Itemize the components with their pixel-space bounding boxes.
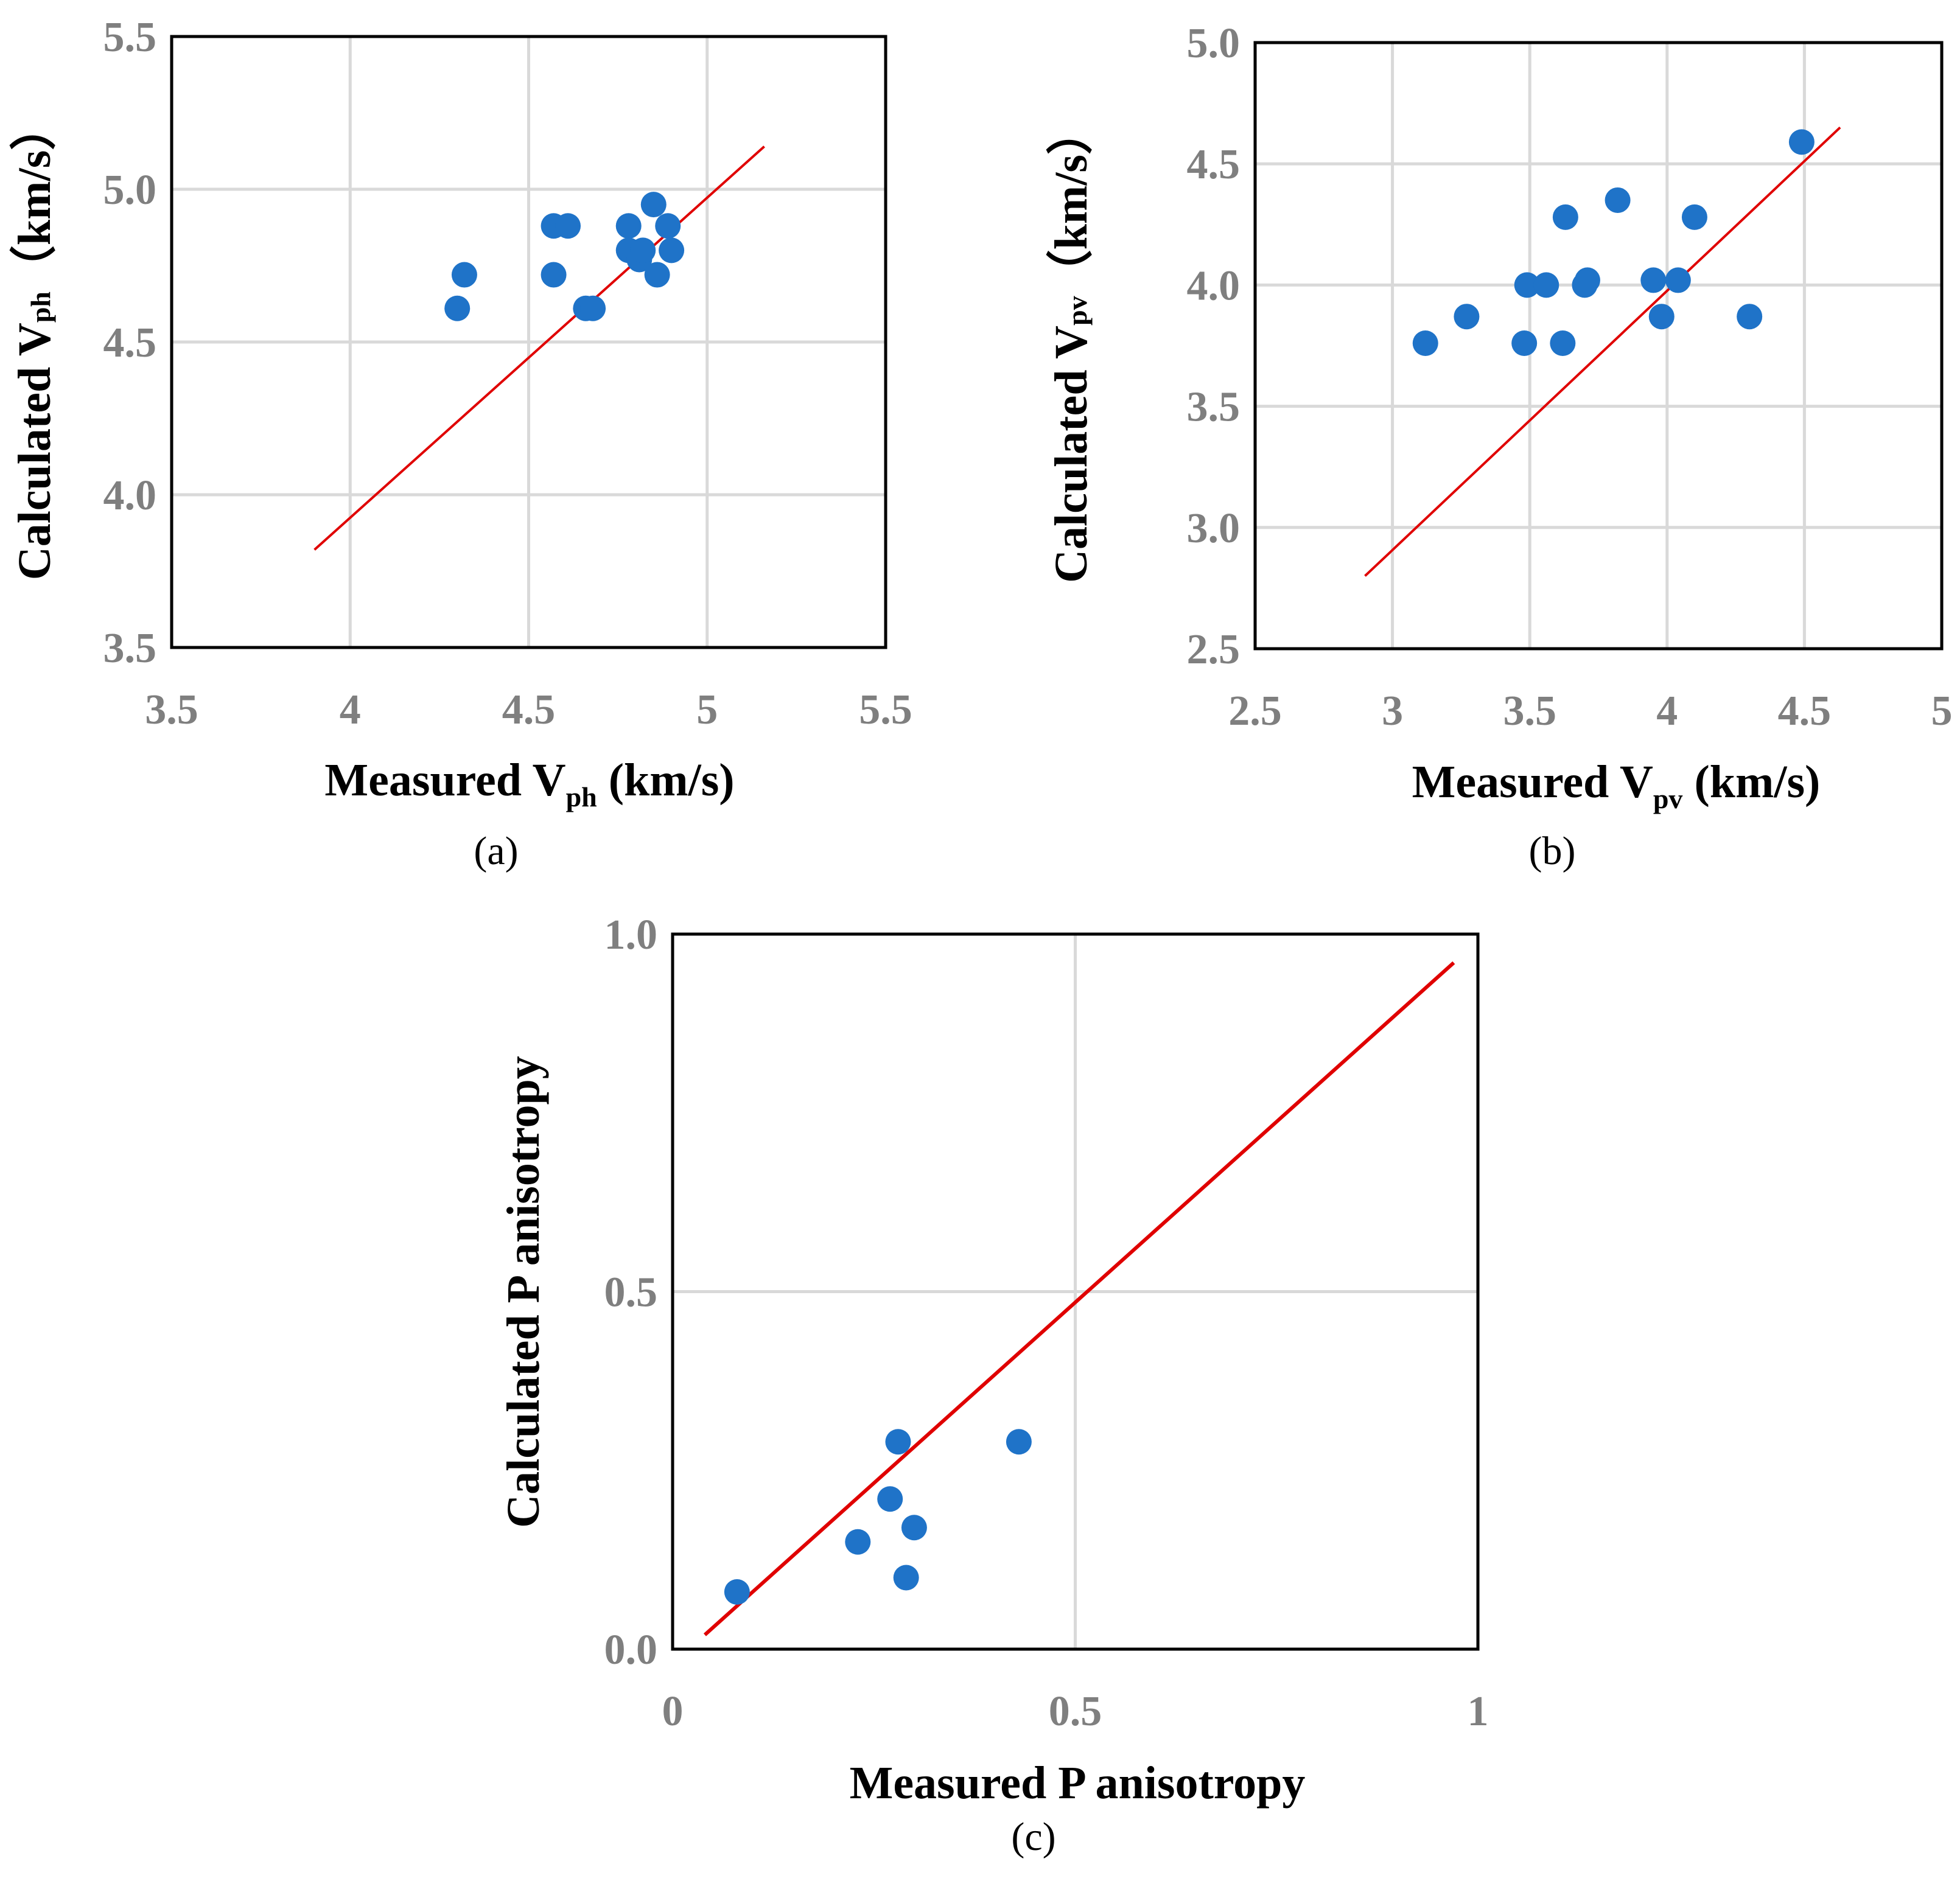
y-axis-label-subscript: pv: [1062, 296, 1093, 326]
x-tick-label: 3.5: [1503, 688, 1556, 735]
data-point: [1574, 267, 1600, 293]
x-axis-label-main: Measured V: [1412, 756, 1653, 808]
x-tick-label: 3: [1382, 688, 1403, 735]
y-axis-label: Calculated P anisotropy: [498, 1056, 549, 1528]
y-axis-label-units: （km/s）: [1046, 108, 1097, 296]
data-point: [845, 1529, 871, 1555]
y-tick-label: 5.5: [103, 14, 157, 61]
data-point: [901, 1515, 927, 1541]
panel-label: (c): [1011, 1815, 1055, 1859]
x-tick-label: 4.5: [502, 686, 556, 733]
y-axis-label-main: Calculated V: [1046, 326, 1097, 583]
data-point: [644, 262, 670, 288]
data-point: [1550, 330, 1576, 357]
x-tick-label: 4: [1656, 688, 1678, 735]
data-point: [724, 1579, 750, 1605]
x-axis-label: Measured Vpv (km/s): [1412, 756, 1821, 814]
y-axis-label: Calculated Vpv（km/s）: [1046, 108, 1097, 583]
data-point: [1454, 304, 1480, 330]
data-point: [444, 295, 471, 321]
x-tick-label: 4: [340, 686, 361, 733]
y-tick-label: 4.5: [103, 319, 157, 366]
data-point: [1412, 330, 1438, 357]
data-point: [1640, 267, 1667, 293]
x-axis-label-main: Measured P anisotropy: [850, 1757, 1306, 1809]
data-point: [877, 1486, 903, 1512]
x-tick-label: 3.5: [145, 686, 198, 733]
x-tick-label: 4.5: [1778, 688, 1832, 735]
y-tick-label: 4.0: [103, 472, 157, 519]
data-point: [1006, 1429, 1032, 1455]
x-tick-label: 2.5: [1228, 688, 1282, 735]
y-axis-label-units: （km/s）: [9, 104, 60, 291]
data-point: [1648, 304, 1675, 330]
y-tick-label: 4.0: [1187, 262, 1241, 309]
reference-line: [1364, 126, 1841, 577]
reference-line: [313, 145, 765, 551]
data-point: [1533, 272, 1559, 298]
x-axis-label-subscript: pv: [1653, 783, 1683, 814]
y-tick-label: 4.5: [1187, 141, 1241, 188]
y-tick-label: 5.0: [1187, 20, 1241, 67]
x-axis-label-main: Measured V: [324, 755, 565, 806]
chart-b: 2.5 3 3.5 4 4.5 5 2.5 3.0 3.5 4.0 4.5 5.0 Measured V…: [1046, 20, 1953, 873]
data-point: [451, 262, 477, 288]
data-point: [1511, 330, 1538, 357]
data-point: [630, 237, 656, 263]
y-tick-label: 3.5: [1187, 384, 1241, 431]
chart-c: 0 0.5 1 0.0 0.5 1.0 Measured P anisotropy Calcu…: [498, 912, 1489, 1859]
x-axis-label-subscript: ph: [566, 781, 597, 812]
y-tick-label: 3.0: [1187, 505, 1241, 552]
y-tick-label: 2.5: [1187, 626, 1241, 673]
reference-line: [703, 961, 1455, 1636]
data-point: [615, 213, 642, 239]
x-tick-label: 0.5: [1049, 1688, 1102, 1735]
data-point: [1552, 204, 1578, 230]
y-tick-label: 3.5: [103, 625, 157, 672]
x-tick-label: 5.5: [859, 686, 912, 733]
y-axis-label-main: Calculated P anisotropy: [498, 1056, 549, 1528]
x-tick-label: 5: [696, 686, 718, 733]
y-tick-label: 5.0: [103, 167, 157, 214]
plot-area-frame: [671, 932, 1480, 1651]
data-point: [1788, 129, 1815, 155]
data-point: [1737, 304, 1763, 330]
y-tick-label: 0.5: [604, 1269, 658, 1316]
data-point: [555, 213, 581, 239]
y-axis-label: Calculated Vph（km/s）: [9, 104, 60, 580]
panel-label: (a): [474, 829, 518, 873]
plot-area-frame: [1253, 41, 1944, 651]
x-axis-label-units: (km/s): [1682, 756, 1820, 808]
data-point: [893, 1565, 919, 1591]
y-axis-label-subscript: ph: [25, 291, 56, 323]
data-point: [659, 237, 685, 263]
y-tick-label: 0.0: [604, 1627, 658, 1673]
data-point: [1665, 267, 1691, 293]
x-tick-label: 5: [1931, 688, 1953, 735]
data-point: [640, 192, 667, 218]
y-axis-label-main: Calculated V: [9, 323, 60, 580]
data-point: [885, 1429, 911, 1455]
data-point: [1605, 187, 1631, 213]
x-tick-label: 1: [1468, 1688, 1489, 1735]
data-point: [580, 295, 606, 321]
x-axis-label: Measured Vph (km/s): [324, 755, 734, 812]
data-point: [1681, 204, 1707, 230]
data-point: [541, 262, 567, 288]
x-axis-label-units: (km/s): [597, 755, 735, 806]
x-tick-label: 0: [662, 1688, 684, 1735]
panel-label: (b): [1529, 829, 1576, 873]
x-axis-label: Measured P anisotropy: [850, 1757, 1306, 1809]
plot-area-frame: [170, 35, 887, 649]
data-point: [655, 213, 681, 239]
data-point: [1514, 272, 1540, 298]
y-tick-label: 1.0: [604, 912, 658, 958]
